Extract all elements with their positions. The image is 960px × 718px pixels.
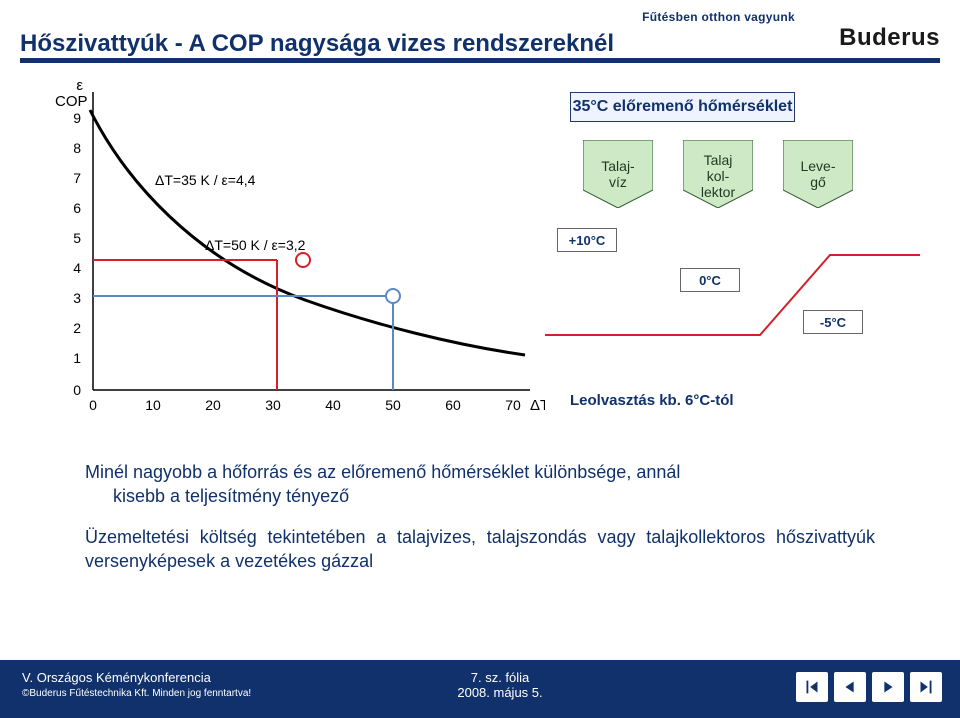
nav-first-button[interactable] — [796, 672, 828, 702]
y-ticks: 0 1 2 3 4 5 6 7 8 9 — [73, 110, 81, 398]
svg-text:7: 7 — [73, 170, 81, 186]
svg-text:50: 50 — [385, 397, 401, 413]
temp-box-1: +10°C — [557, 228, 617, 252]
nav-last-button[interactable] — [910, 672, 942, 702]
next-icon — [877, 676, 899, 698]
tag-groundwater: Talaj-víz — [583, 140, 653, 208]
red-step-path — [540, 75, 940, 435]
svg-text:10: 10 — [145, 397, 161, 413]
svg-text:1: 1 — [73, 350, 81, 366]
chart-svg: ε COP ΔT 0 1 2 3 4 5 6 7 8 9 0 10 20 — [55, 80, 545, 450]
svg-text:70: 70 — [505, 397, 521, 413]
svg-text:3: 3 — [73, 290, 81, 306]
cop-curve — [90, 110, 525, 355]
svg-text:8: 8 — [73, 140, 81, 156]
svg-text:4: 4 — [73, 260, 81, 276]
flow-temp-label: 35°C előremenő hőmérséklet — [570, 92, 795, 122]
svg-text:0: 0 — [89, 397, 97, 413]
x-ticks: 0 10 20 30 40 50 60 70 — [89, 397, 521, 413]
slide-page: Fűtésben otthon vagyunk Buderus Hőszivat… — [0, 0, 960, 718]
annot-1: ΔT=35 K / ε=4,4 — [155, 172, 256, 188]
footer-left: V. Országos Kéménykonferencia ©Buderus F… — [22, 670, 251, 699]
footer: V. Országos Kéménykonferencia ©Buderus F… — [0, 660, 960, 718]
svg-text:30: 30 — [265, 397, 281, 413]
footer-copyright: ©Buderus Fűtéstechnika Kft. Minden jog f… — [22, 688, 251, 699]
x-label: ΔT — [530, 397, 545, 414]
last-icon — [915, 676, 937, 698]
body-text: Minél nagyobb a hőforrás és az előremenő… — [85, 460, 875, 589]
folio-num: 7. sz. fólia — [440, 670, 560, 685]
marker-red-icon — [296, 253, 310, 267]
tag-air: Leve-gő — [783, 140, 853, 208]
footer-mid: 7. sz. fólia 2008. május 5. — [440, 670, 560, 700]
marker-blue-icon — [386, 289, 400, 303]
nav-prev-button[interactable] — [834, 672, 866, 702]
svg-text:20: 20 — [205, 397, 221, 413]
nav-next-button[interactable] — [872, 672, 904, 702]
svg-text:9: 9 — [73, 110, 81, 126]
svg-text:5: 5 — [73, 230, 81, 246]
svg-text:40: 40 — [325, 397, 341, 413]
cop-chart: ε COP ΔT 0 1 2 3 4 5 6 7 8 9 0 10 20 — [55, 80, 545, 450]
footer-title: V. Országos Kéménykonferencia — [22, 670, 251, 685]
svg-text:60: 60 — [445, 397, 461, 413]
page-title: Hőszivattyúk - A COP nagysága vizes rend… — [20, 30, 614, 58]
annot-2: ΔT=50 K / ε=3,2 — [205, 237, 306, 253]
temp-box-2: 0°C — [680, 268, 740, 292]
first-icon — [801, 676, 823, 698]
tag-collector: Talajkol-lektor — [683, 140, 753, 208]
temp-box-3: -5°C — [803, 310, 863, 334]
svg-text:6: 6 — [73, 200, 81, 216]
y-label-cop: COP — [55, 93, 88, 110]
folio-date: 2008. május 5. — [440, 685, 560, 700]
footer-nav — [796, 672, 942, 702]
title-underline — [20, 58, 940, 63]
y-label-eps: ε — [76, 80, 83, 94]
defrost-label: Leolvasztás kb. 6°C-tól — [570, 392, 734, 409]
svg-text:0: 0 — [73, 382, 81, 398]
prev-icon — [839, 676, 861, 698]
svg-text:2: 2 — [73, 320, 81, 336]
